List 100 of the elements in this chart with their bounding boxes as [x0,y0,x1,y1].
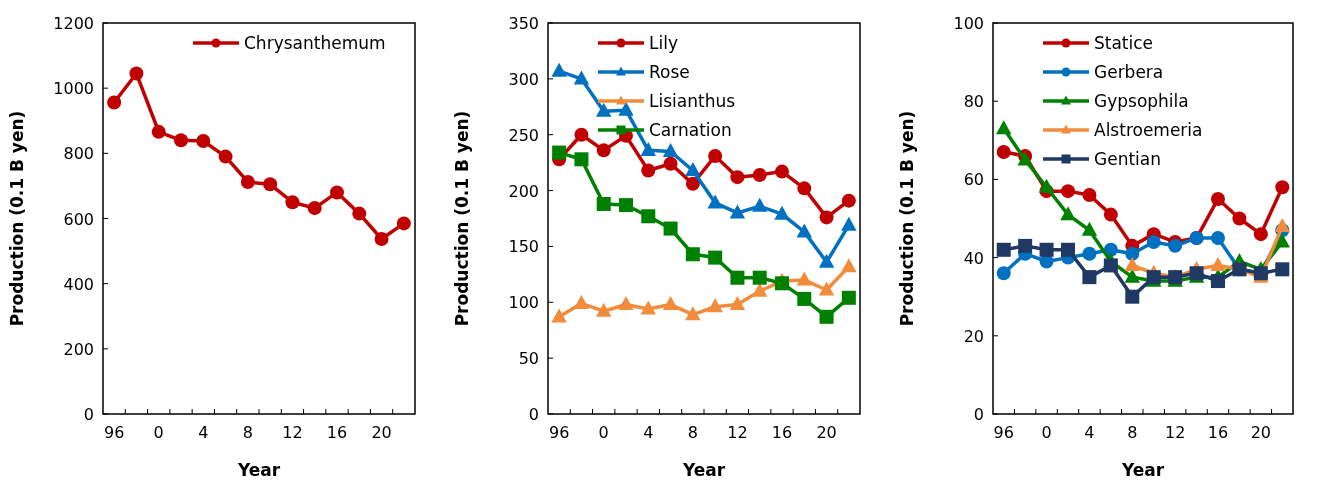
point [174,133,188,148]
point [1211,231,1225,246]
point [263,177,278,192]
point [1060,206,1076,221]
point [129,66,144,81]
x-tick-label: 96 [103,423,125,442]
point [107,95,122,110]
y-tick-label: 350 [508,14,539,33]
x-tick-label: 8 [687,423,698,442]
point [996,266,1011,281]
x-tick-label: 20 [371,423,392,442]
point [841,258,857,273]
point [685,306,701,321]
point [774,205,790,220]
point [618,101,634,116]
point [818,281,835,296]
point [1082,270,1097,285]
point [752,167,767,182]
point [663,156,678,171]
y-tick-label: 0 [528,405,539,424]
point [1082,246,1097,261]
y-tick-label: 400 [63,274,94,294]
point [619,198,633,213]
point [551,308,567,323]
point [307,201,322,216]
x-tick-label: 20 [1250,423,1272,442]
point [708,250,723,265]
point [240,175,255,190]
x-tick-label: 4 [1084,423,1095,442]
y-tick-label: 800 [63,144,94,164]
x-tick-label: 4 [198,423,209,442]
point [662,143,679,158]
point [752,282,768,297]
y-tick-label: 40 [963,248,984,268]
point [1082,188,1097,203]
point [1125,246,1140,261]
x-axis-title: Year [1120,460,1165,480]
point [841,216,857,231]
point [596,102,612,117]
x-tick-label: 16 [326,423,348,442]
legend-label: Lily [649,33,678,53]
y-tick-label: 0 [973,405,984,424]
point [596,196,611,211]
point [596,302,612,317]
point [775,164,789,179]
point [1146,234,1161,249]
point [775,276,789,291]
point [396,216,411,231]
y-tick-label: 200 [63,339,94,359]
x-tick-label: 12 [282,423,303,442]
legend-label: Statice [1094,33,1154,53]
y-tick-label: 150 [508,237,539,257]
point [1275,180,1290,195]
point [708,148,723,163]
point [796,271,812,286]
x-tick-label: 20 [816,423,837,442]
point [730,270,745,285]
point [729,204,746,219]
y-tick-label: 80 [963,92,984,112]
legend-label: Gypsophila [1094,91,1189,111]
point [1232,211,1247,226]
point [374,232,389,247]
point [841,290,856,305]
x-tick-label: 16 [1207,423,1229,442]
y-tick-label: 0 [83,405,94,424]
legend-label: Gerbera [1094,62,1164,82]
y-axis-title: Production (0.1 B yen) [7,110,27,327]
y-tick-label: 60 [963,170,984,190]
y-tick-label: 300 [508,69,539,89]
point [818,253,835,268]
point [1061,184,1075,199]
point [330,185,344,200]
point [1211,274,1225,289]
point [1253,227,1268,242]
point [707,298,723,313]
y-axis-title: Production (0.1 B yen) [452,110,472,327]
point [752,270,767,285]
point [551,62,567,77]
point [819,210,834,225]
point [1103,207,1118,222]
point [1210,257,1226,272]
point [196,133,211,148]
point [685,247,700,262]
point [1211,191,1225,206]
x-axis-title: Year [681,460,726,480]
point [663,221,678,236]
x-tick-label: 96 [548,423,570,442]
y-tick-label: 1200 [53,14,94,33]
point [574,152,589,167]
point [640,300,656,315]
point [1039,242,1054,257]
point [797,291,812,306]
point [573,295,590,309]
point [841,193,856,208]
x-tick-label: 12 [1164,423,1186,442]
y-axis-title: Production (0.1 B yen) [897,110,917,327]
x-tick-label: 12 [727,423,748,442]
point [552,145,567,160]
point [707,194,723,209]
legend-label: Lisianthus [649,91,736,111]
